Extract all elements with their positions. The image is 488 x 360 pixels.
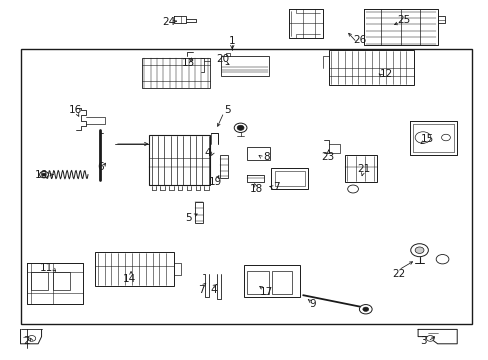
Text: 22: 22 — [391, 269, 405, 279]
Circle shape — [362, 307, 368, 311]
Text: 20: 20 — [216, 54, 228, 64]
Text: 6: 6 — [97, 162, 103, 172]
Circle shape — [426, 336, 433, 341]
Text: 7: 7 — [272, 182, 279, 192]
Bar — [344, 155, 376, 182]
Bar — [142, 58, 210, 88]
Bar — [243, 265, 299, 297]
Text: 18: 18 — [249, 184, 263, 194]
Circle shape — [42, 173, 46, 176]
Text: 16: 16 — [69, 105, 82, 115]
Text: 4: 4 — [210, 285, 217, 295]
Bar — [246, 147, 270, 160]
Bar — [221, 56, 268, 76]
Bar — [219, 155, 228, 178]
Text: 4: 4 — [204, 148, 211, 158]
Bar — [95, 252, 173, 286]
Circle shape — [40, 171, 48, 178]
Text: 7: 7 — [198, 285, 204, 295]
Circle shape — [414, 132, 430, 143]
Bar — [53, 272, 70, 290]
Text: 1: 1 — [228, 36, 235, 46]
Text: 8: 8 — [263, 152, 269, 162]
Bar — [31, 272, 48, 290]
Text: 15: 15 — [420, 134, 434, 144]
Bar — [271, 168, 307, 189]
Bar — [247, 271, 269, 294]
Text: 13: 13 — [181, 58, 195, 68]
Bar — [194, 202, 203, 223]
Text: 14: 14 — [122, 274, 136, 284]
Text: 23: 23 — [320, 152, 334, 162]
Text: 5: 5 — [184, 213, 191, 223]
Bar — [328, 50, 413, 85]
Circle shape — [441, 134, 449, 141]
Text: 25: 25 — [396, 15, 409, 25]
Circle shape — [347, 185, 358, 193]
Bar — [274, 171, 304, 186]
Text: 3: 3 — [419, 336, 426, 346]
Bar — [20, 49, 471, 324]
Text: 17: 17 — [259, 287, 273, 297]
Bar — [272, 271, 291, 294]
Bar — [149, 135, 210, 185]
Circle shape — [410, 244, 427, 257]
Circle shape — [435, 255, 448, 264]
Text: 12: 12 — [379, 69, 392, 79]
Text: 21: 21 — [357, 164, 370, 174]
Text: 10: 10 — [35, 170, 48, 180]
Text: 26: 26 — [352, 35, 366, 45]
Text: 5: 5 — [224, 105, 230, 115]
Text: 11: 11 — [40, 263, 53, 273]
Circle shape — [234, 123, 246, 132]
Circle shape — [359, 305, 371, 314]
Circle shape — [28, 336, 36, 341]
Text: 9: 9 — [309, 299, 316, 309]
Circle shape — [237, 125, 244, 130]
Text: 2: 2 — [23, 336, 30, 346]
Circle shape — [414, 247, 423, 253]
Text: 19: 19 — [208, 177, 222, 187]
Text: 24: 24 — [162, 17, 175, 27]
